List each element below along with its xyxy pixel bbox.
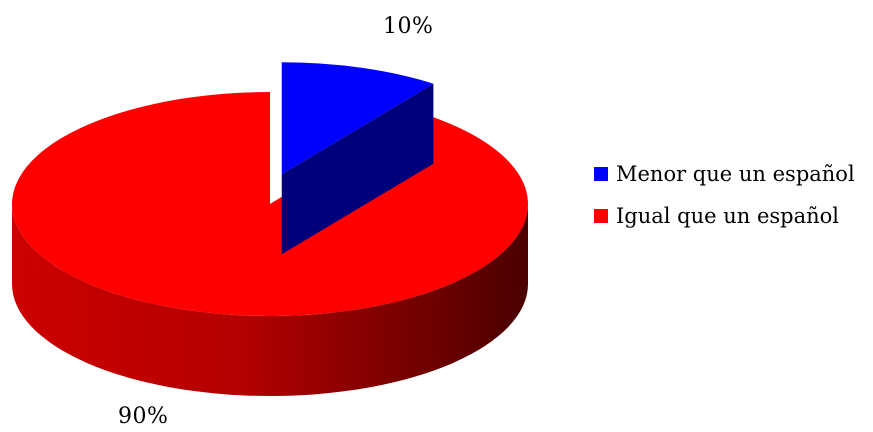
legend-swatch-igual bbox=[594, 209, 608, 223]
legend-label-menor: Menor que un español bbox=[616, 162, 855, 186]
pie-slice-face-menor bbox=[281, 83, 434, 255]
legend-item-menor: Menor que un español bbox=[594, 158, 855, 190]
legend-label-igual: Igual que un español bbox=[616, 204, 840, 228]
pie-slice-igual bbox=[12, 92, 529, 316]
data-label-menor: 10% bbox=[383, 14, 434, 39]
data-label-igual: 90% bbox=[118, 404, 169, 429]
legend: Menor que un español Igual que un españo… bbox=[594, 158, 855, 242]
legend-item-igual: Igual que un español bbox=[594, 200, 855, 232]
legend-swatch-menor bbox=[594, 167, 608, 181]
pie-slice-side-igual bbox=[12, 204, 528, 396]
pie-slice-menor bbox=[281, 62, 434, 175]
